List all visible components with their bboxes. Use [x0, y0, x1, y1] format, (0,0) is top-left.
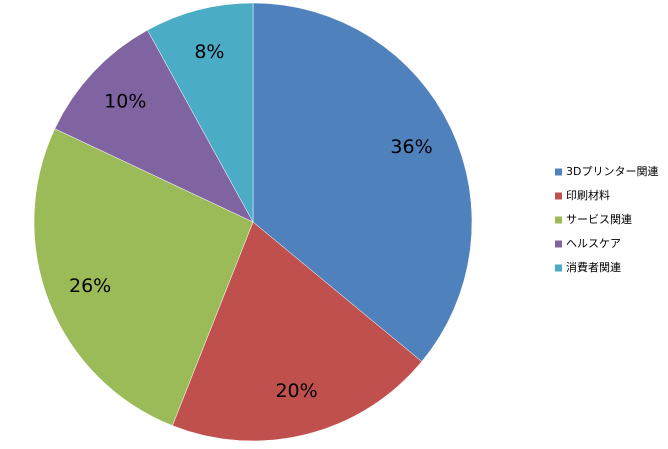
legend-swatch	[555, 192, 562, 200]
data-label: 36%	[390, 136, 432, 158]
pie-slice	[172, 221, 423, 442]
pie-slice	[147, 2, 254, 223]
data-label: 10%	[104, 91, 146, 113]
legend-label: サービス関連	[566, 212, 632, 226]
legend-label: 印刷材料	[566, 188, 610, 202]
data-label: 26%	[69, 275, 111, 297]
legend-swatch	[555, 240, 562, 248]
legend-swatch	[555, 168, 562, 176]
pie-slice	[33, 128, 254, 426]
legend-swatch	[555, 264, 562, 272]
legend-label: 消費者関連	[566, 260, 621, 274]
data-label: 8%	[194, 41, 224, 63]
legend-swatch	[555, 216, 562, 224]
legend-label: ヘルスケア	[566, 237, 621, 250]
legend-label: 3Dプリンター関連	[566, 164, 658, 178]
pie-slice	[252, 2, 473, 362]
pie-slice	[54, 29, 254, 223]
data-label: 20%	[275, 380, 317, 402]
